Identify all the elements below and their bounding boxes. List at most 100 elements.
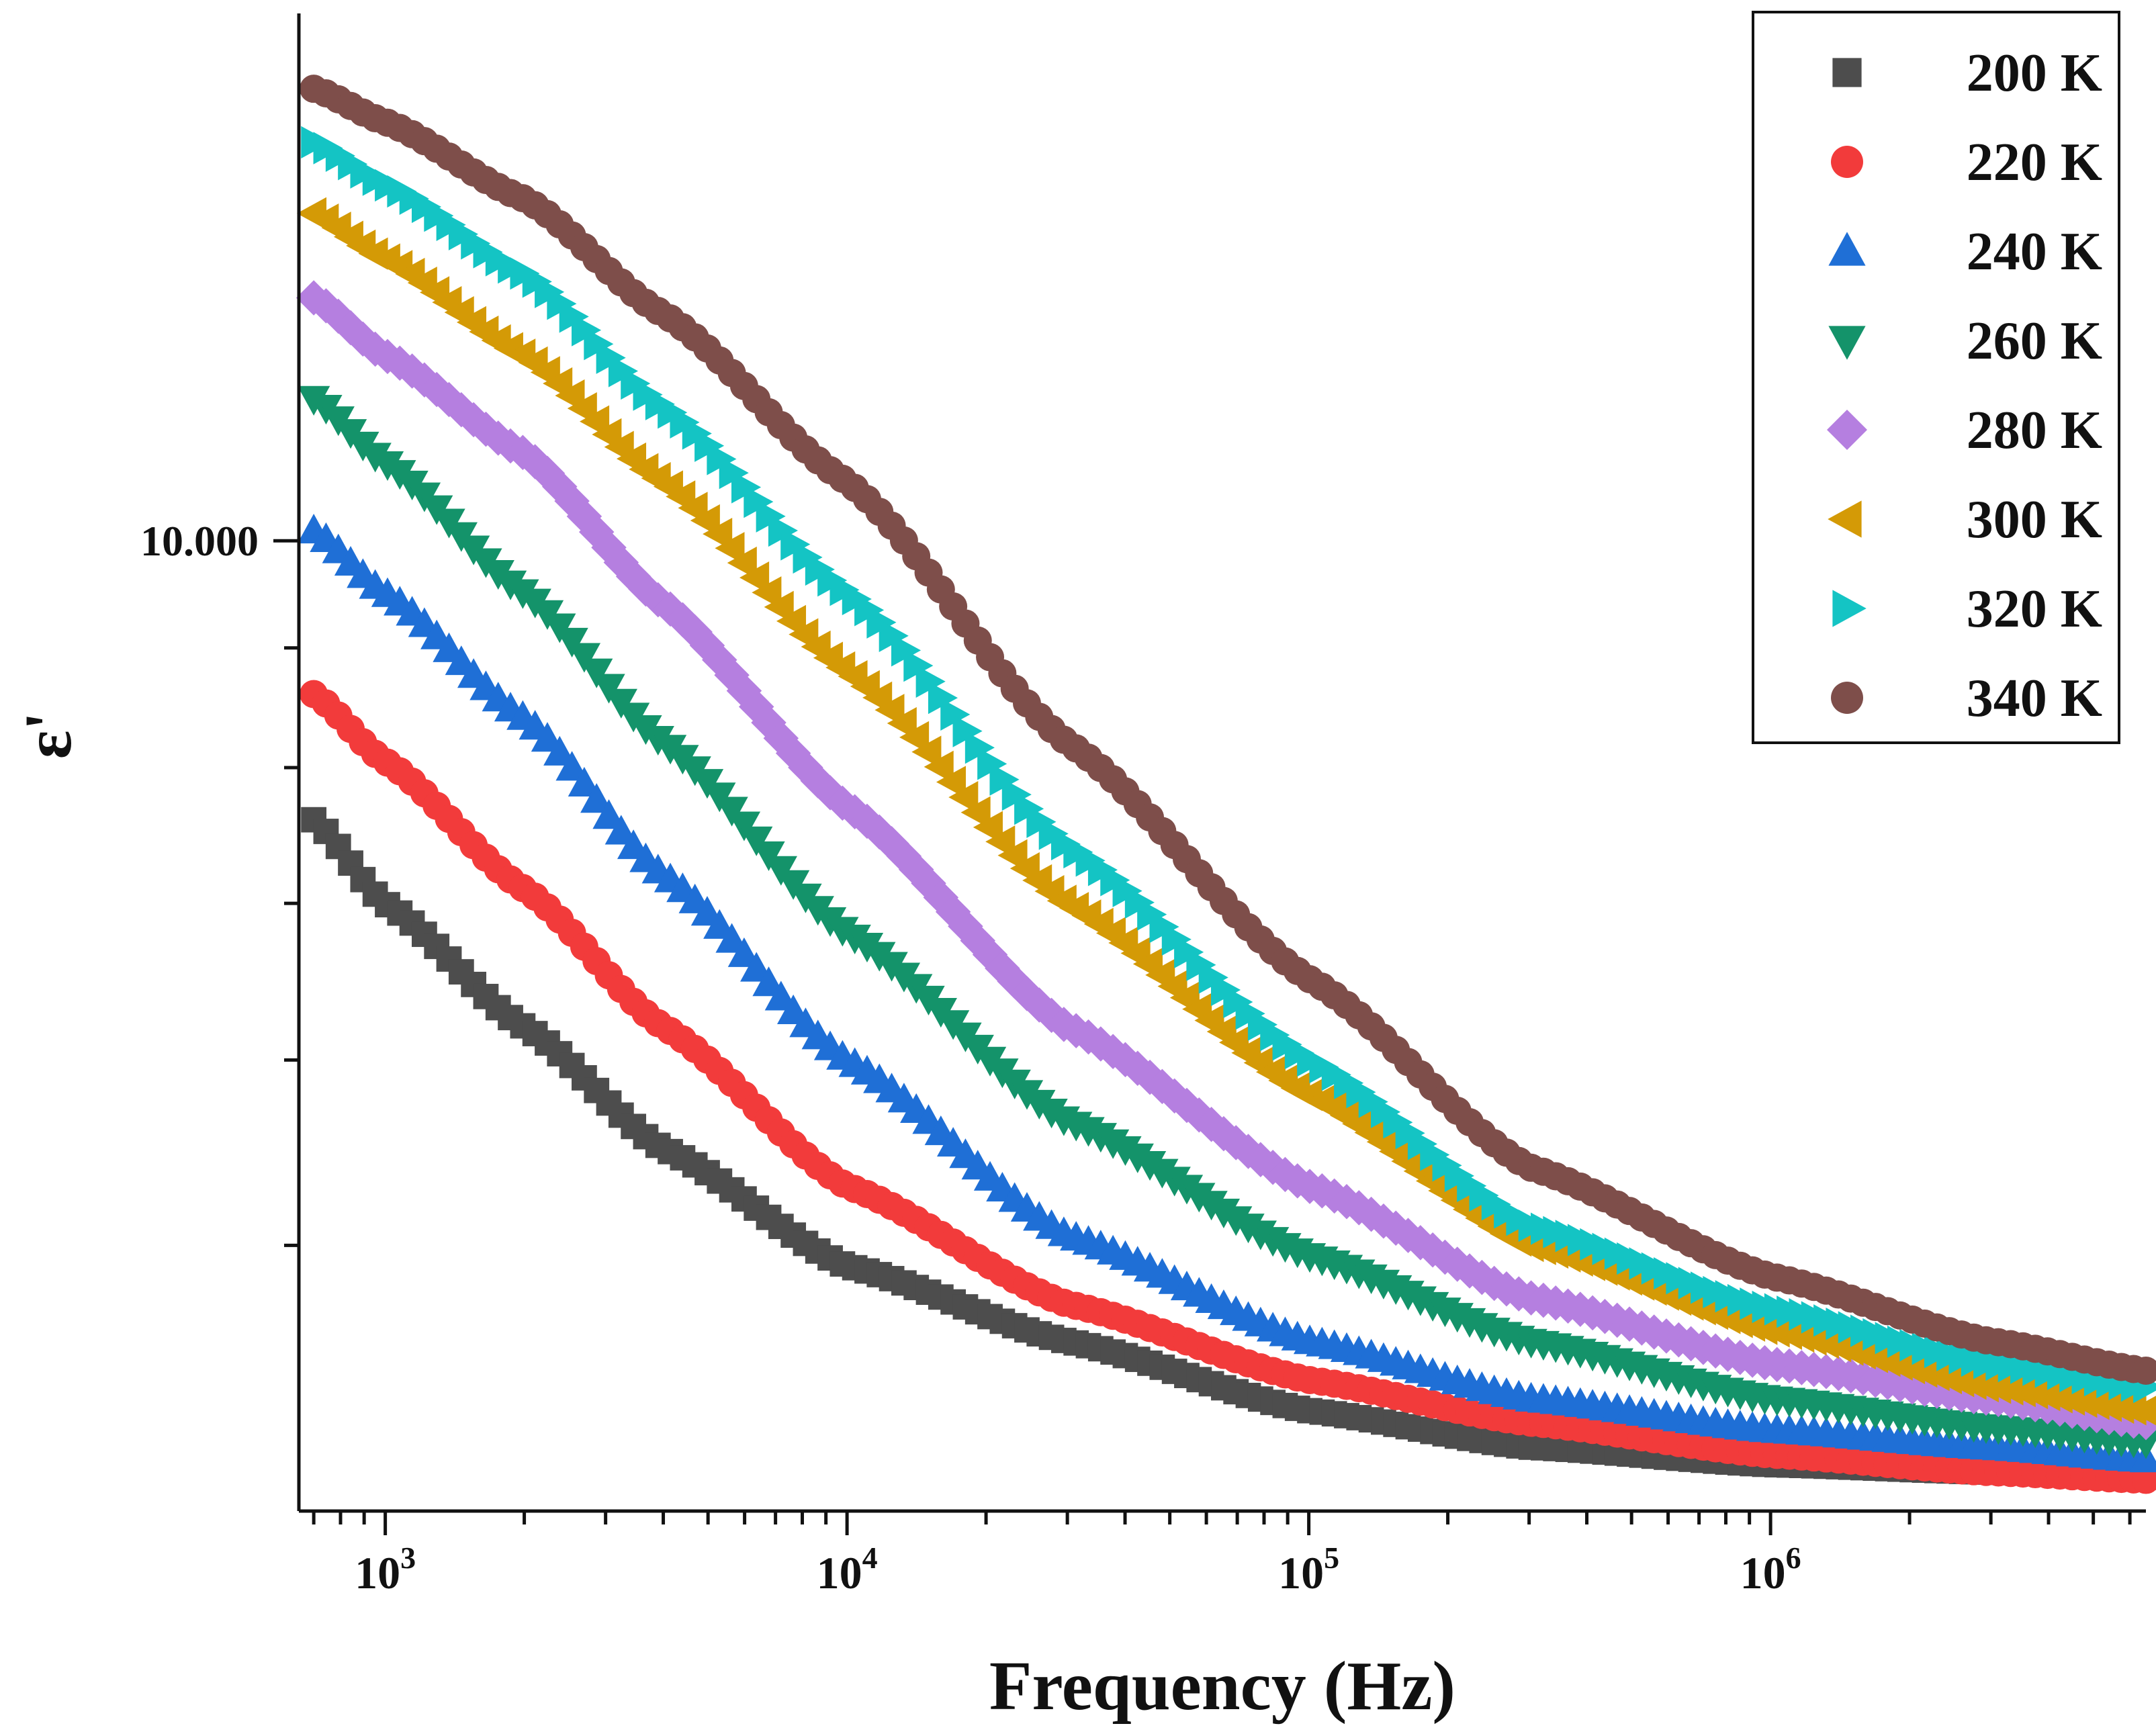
data-point	[2006, 1375, 2036, 1408]
data-point	[924, 750, 954, 784]
data-point	[940, 698, 971, 731]
legend-marker	[1828, 326, 1866, 360]
data-point	[580, 658, 613, 688]
data-point	[2067, 1385, 2098, 1418]
data-point	[952, 715, 983, 747]
legend-item: 320 K	[1832, 580, 2102, 639]
legend-label: 260 K	[1967, 312, 2102, 371]
legend-label: 280 K	[1967, 401, 2102, 460]
data-point	[543, 735, 576, 766]
series-320k	[301, 126, 2156, 1404]
legend-label: 300 K	[1967, 490, 2102, 549]
data-point	[2129, 1429, 2156, 1459]
legend-label: 320 K	[1967, 580, 2102, 639]
legend-item: 240 K	[1828, 222, 2102, 281]
legend-marker	[1832, 590, 1867, 627]
x-tick-label-exponent: 3	[400, 1541, 416, 1575]
x-tick-label: 105	[1278, 1541, 1339, 1598]
data-point	[887, 707, 917, 740]
x-tick-label-base: 10	[817, 1547, 862, 1598]
legend-marker	[1827, 410, 1867, 450]
data-point	[989, 763, 1020, 796]
legend-label: 240 K	[1967, 222, 2102, 281]
x-tick-label-base: 10	[1740, 1547, 1786, 1598]
x-tick-label-exponent: 6	[1786, 1541, 1801, 1575]
data-point	[903, 649, 934, 682]
data-point	[2132, 1465, 2156, 1494]
data-point	[2104, 1391, 2135, 1424]
data-point	[604, 815, 637, 845]
data-point	[555, 627, 588, 657]
legend-marker	[1828, 500, 1862, 538]
series-220k	[300, 680, 2156, 1494]
data-point	[752, 576, 782, 609]
legend-label: 340 K	[1967, 669, 2102, 728]
data-point	[2079, 1387, 2110, 1420]
data-point	[928, 681, 958, 715]
data-point	[320, 298, 356, 334]
legend-marker	[1828, 232, 1866, 266]
data-point	[2092, 1389, 2122, 1422]
data-point	[715, 532, 745, 565]
data-point	[727, 546, 757, 580]
data-point	[1993, 1373, 2024, 1406]
data-point	[1969, 1369, 1999, 1403]
legend-item: 260 K	[1828, 312, 2102, 371]
legend-marker	[1831, 146, 1863, 178]
x-tick-label-exponent: 5	[1324, 1541, 1339, 1575]
legend-item: 200 K	[1832, 44, 2102, 103]
x-tick-label: 106	[1740, 1541, 1801, 1598]
x-tick-label-exponent: 4	[862, 1541, 878, 1575]
legend-item: 280 K	[1827, 401, 2102, 460]
legend: 200 K 220 K 240 K 260 K 280 K 300 K 320 K 340 K	[1752, 11, 2120, 744]
data-point	[727, 811, 761, 841]
ticks	[273, 539, 2132, 1535]
data-point	[911, 735, 942, 768]
data-point	[2128, 1396, 2156, 1426]
data-point	[948, 781, 979, 814]
series-240k	[297, 513, 2156, 1473]
legend-item: 220 K	[1831, 133, 2102, 192]
data-point	[960, 796, 991, 829]
data-point	[592, 799, 625, 829]
data-point	[899, 721, 930, 754]
data-point	[915, 665, 946, 698]
legend-label: 220 K	[1967, 133, 2102, 192]
legend-marker	[1831, 682, 1863, 714]
data-point	[1981, 1371, 2012, 1404]
legend-item: 340 K	[1831, 669, 2102, 728]
data-point	[973, 811, 1003, 844]
data-point	[891, 634, 922, 667]
x-tick-label: 103	[355, 1541, 416, 1598]
legend-label: 200 K	[1967, 44, 2102, 103]
data-point	[985, 825, 1016, 858]
y-tick-label: 10.000	[140, 517, 259, 565]
series-340k	[300, 75, 2156, 1385]
series-280k	[296, 280, 2156, 1441]
data-point	[555, 751, 588, 781]
data-point	[1121, 1143, 1154, 1173]
data-point	[740, 826, 773, 856]
x-axis-title: Frequency (Hz)	[989, 1647, 1455, 1725]
x-tick-label: 104	[817, 1541, 878, 1598]
data-point	[2132, 1357, 2156, 1385]
data-point	[592, 674, 625, 704]
data-point	[2055, 1383, 2085, 1416]
data-point	[739, 561, 770, 594]
data-point	[964, 731, 995, 764]
data-point	[580, 783, 613, 813]
data-point	[977, 747, 1007, 780]
data-point	[714, 657, 750, 693]
data-point	[764, 590, 794, 624]
data-point	[568, 643, 601, 673]
legend-box	[1752, 11, 2120, 744]
data-point	[936, 766, 967, 799]
x-tick-label-base: 10	[1278, 1547, 1324, 1598]
series-260k	[297, 385, 2156, 1459]
y-axis-title: ε'	[11, 712, 85, 760]
data-point	[1207, 1198, 1241, 1228]
legend-marker	[1832, 58, 1862, 87]
data-point	[568, 766, 601, 797]
